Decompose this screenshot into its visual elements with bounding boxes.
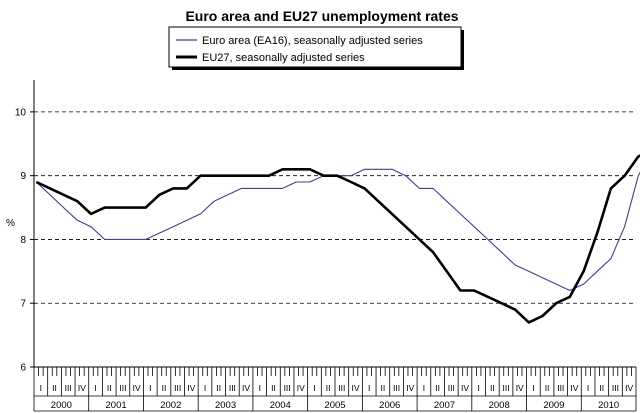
x-quarter-label: I	[40, 383, 42, 393]
x-year-label: 2007	[434, 400, 455, 411]
x-quarter-label: II	[162, 383, 167, 393]
x-quarter-label: I	[149, 383, 151, 393]
chart-title: Euro area and EU27 unemployment rates	[185, 8, 458, 24]
y-tick-label: 6	[20, 363, 26, 374]
x-quarter-label: IV	[570, 383, 578, 393]
x-year-label: 2001	[106, 400, 127, 411]
y-tick-label: 7	[20, 299, 26, 310]
x-quarter-label: IV	[352, 383, 360, 393]
x-quarter-label: IV	[297, 383, 305, 393]
x-quarter-label: I	[587, 383, 589, 393]
x-quarter-label: II	[599, 383, 604, 393]
x-year-label: 2008	[489, 400, 510, 411]
y-tick-labels: 6 7 8 9 10	[15, 107, 27, 373]
x-quarter-label: III	[448, 383, 455, 393]
x-quarter-label: III	[557, 383, 564, 393]
x-quarter-label: IV	[625, 383, 633, 393]
x-quarter-label: II	[545, 383, 550, 393]
x-year-label: 2009	[543, 400, 564, 411]
x-quarter-label: III	[338, 383, 345, 393]
x-quarter-label: III	[119, 383, 126, 393]
grid	[30, 80, 636, 368]
x-quarter-label: II	[326, 383, 331, 393]
x-quarter-label: II	[107, 383, 112, 393]
x-year-label: 2010	[598, 400, 619, 411]
x-quarter-label: IV	[406, 383, 414, 393]
x-quarter-label: III	[65, 383, 72, 393]
x-quarter-label: IV	[133, 383, 141, 393]
x-quarter-label: III	[174, 383, 181, 393]
x-quarter-label: II	[490, 383, 495, 393]
x-quarter-label: IV	[78, 383, 86, 393]
legend-label-eu27: EU27, seasonally adjusted series	[202, 52, 365, 64]
x-quarter-label: II	[435, 383, 440, 393]
y-tick-label: 8	[20, 235, 26, 246]
x-quarter-label: IV	[242, 383, 250, 393]
x-year-label: 2006	[379, 400, 400, 411]
x-quarter-label: IV	[187, 383, 195, 393]
x-quarter-label: I	[204, 383, 206, 393]
x-year-label: 2003	[215, 400, 236, 411]
x-quarter-label: III	[284, 383, 291, 393]
x-quarter-label: IV	[516, 383, 524, 393]
x-quarter-label: I	[368, 383, 370, 393]
y-tick-label: 9	[20, 171, 26, 182]
x-quarter-label: I	[423, 383, 425, 393]
x-quarter-label: III	[393, 383, 400, 393]
legend: Euro area (EA16), seasonally adjusted se…	[168, 26, 464, 70]
x-year-label: 2000	[51, 400, 72, 411]
x-quarter-label: I	[259, 383, 261, 393]
x-quarter-label: I	[94, 383, 96, 393]
series-line-eu27	[35, 154, 640, 324]
x-quarter-label: I	[532, 383, 534, 393]
x-quarter-label: III	[612, 383, 619, 393]
x-quarter-label: IV	[461, 383, 469, 393]
x-quarter-label: III	[502, 383, 509, 393]
legend-box	[168, 26, 462, 68]
x-quarter-label: I	[313, 383, 315, 393]
series-lines	[35, 154, 640, 324]
y-tick-label: 10	[15, 107, 27, 118]
x-quarter-label: II	[216, 383, 221, 393]
y-axis-label: %	[6, 218, 15, 229]
legend-label-ea16: Euro area (EA16), seasonally adjusted se…	[202, 35, 423, 47]
x-quarter-label: III	[229, 383, 236, 393]
x-year-label: 2004	[270, 400, 291, 411]
series-line-ea16	[35, 168, 640, 292]
x-quarter-label: II	[381, 383, 386, 393]
x-year-label: 2005	[324, 400, 345, 411]
x-quarter-label: II	[271, 383, 276, 393]
x-quarter-label: II	[52, 383, 57, 393]
x-quarter-label: I	[477, 383, 479, 393]
x-year-label: 2002	[160, 400, 181, 411]
